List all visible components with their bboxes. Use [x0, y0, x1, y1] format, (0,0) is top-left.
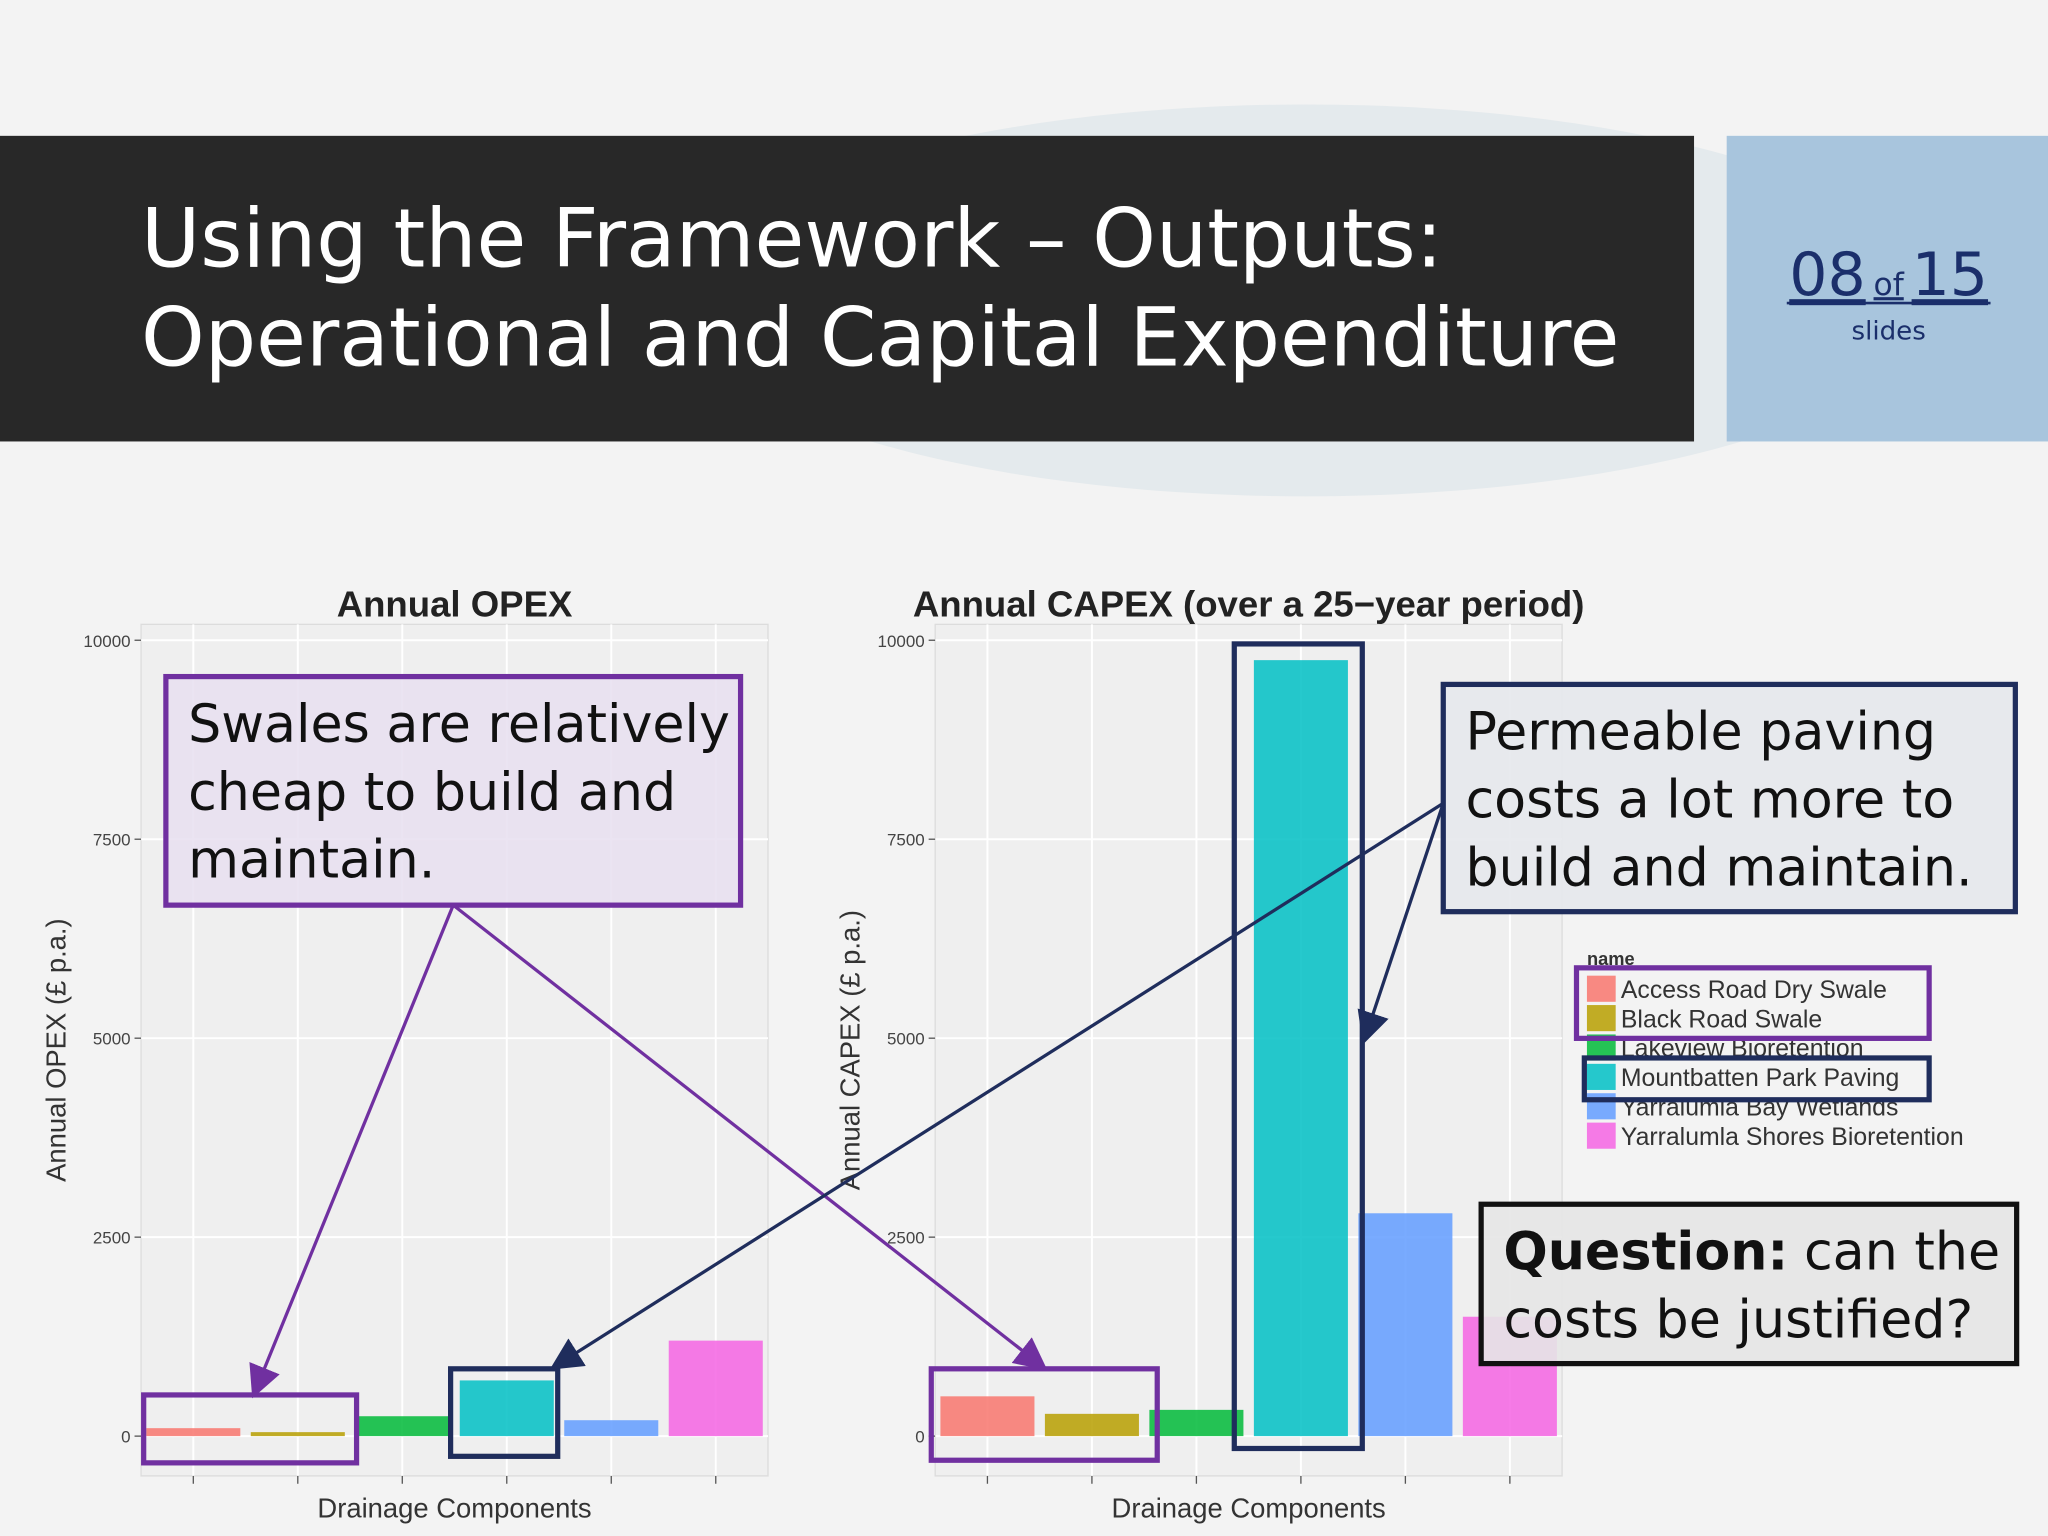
y-tick-label: 0 — [915, 1428, 924, 1447]
total-slides: 15 — [1912, 240, 1988, 310]
highlight-box — [1231, 641, 1365, 1452]
question-text: Question: can the — [1503, 1223, 2000, 1283]
question-bold: Question: — [1503, 1223, 1788, 1283]
legend-key — [1586, 1063, 1616, 1090]
title-bar — [0, 135, 1695, 442]
callout-box — [1440, 681, 2018, 915]
y-tick-label: 0 — [121, 1428, 130, 1447]
bar — [459, 1380, 554, 1437]
arrow — [1357, 802, 1445, 1045]
callout-text: costs a lot more to — [1465, 771, 1954, 831]
question-box — [1478, 1201, 2020, 1367]
callout-text: cheap to build and — [188, 763, 676, 823]
y-tick-label: 2500 — [93, 1229, 131, 1248]
title-line: Operational and Capital Expenditure — [141, 292, 1619, 386]
question-text: costs be justified? — [1503, 1290, 1973, 1350]
chart-title: Annual OPEX — [337, 583, 573, 624]
bar — [355, 1416, 450, 1437]
bar — [564, 1420, 659, 1437]
bar — [146, 1428, 241, 1437]
y-tick-label: 10000 — [83, 632, 130, 651]
highlight-box — [1573, 965, 1932, 1041]
legend-label: Black Road Swale — [1621, 1006, 1822, 1033]
of-text: of — [1874, 267, 1905, 303]
slide-counter: 08 of 15 — [1789, 240, 1988, 310]
question-rest: can the — [1804, 1223, 2000, 1283]
bar — [250, 1432, 345, 1437]
highlight-box — [1581, 1055, 1932, 1103]
bar — [1044, 1413, 1139, 1437]
legend-key — [1586, 975, 1616, 1002]
y-axis-label: Annual OPEX (£ p.a.) — [40, 918, 71, 1182]
legend-key — [1586, 1005, 1616, 1032]
arrow — [452, 903, 1048, 1371]
callout-text: Permeable paving — [1465, 703, 1936, 763]
y-axis-label: Annual CAPEX (£ p.a.) — [834, 910, 865, 1190]
bar — [1358, 1213, 1453, 1437]
y-tick-label: 5000 — [887, 1030, 925, 1049]
arrow — [549, 801, 1445, 1370]
chart-title: Annual CAPEX (over a 25−year period) — [913, 583, 1585, 624]
title-line: Using the Framework – Outputs: — [141, 192, 1443, 286]
current-slide: 08 — [1789, 240, 1865, 310]
callout-text: maintain. — [188, 831, 435, 891]
y-tick-label: 7500 — [887, 831, 925, 850]
x-axis-label: Drainage Components — [1112, 1493, 1386, 1524]
arrow — [249, 904, 455, 1399]
slides-label: slides — [1851, 317, 1925, 347]
legend-title: name — [1587, 948, 1635, 969]
legend-label: Yarralumla Shores Bioretention — [1621, 1124, 1964, 1151]
y-tick-label: 10000 — [878, 632, 925, 651]
bar — [1253, 660, 1348, 1437]
bar — [1149, 1409, 1244, 1437]
y-tick-label: 7500 — [93, 831, 131, 850]
annotations: Swales are relatively cheap to build and… — [141, 641, 2020, 1466]
y-tick-label: 5000 — [93, 1030, 131, 1049]
x-axis-label: Drainage Components — [317, 1493, 591, 1524]
highlight-box — [447, 1366, 561, 1459]
bar — [940, 1396, 1035, 1437]
slide-counter-box — [1726, 135, 2048, 442]
callout-text: Swales are relatively — [188, 695, 730, 755]
legend-label: Mountbatten Park Paving — [1621, 1065, 1899, 1092]
highlights — [141, 641, 1932, 1466]
callout-text: build and maintain. — [1465, 839, 1972, 899]
bar — [668, 1340, 763, 1437]
arrows — [249, 801, 1445, 1399]
legend-label: Access Road Dry Swale — [1621, 977, 1887, 1004]
legend-key — [1586, 1122, 1616, 1149]
y-tick-label: 2500 — [887, 1229, 925, 1248]
